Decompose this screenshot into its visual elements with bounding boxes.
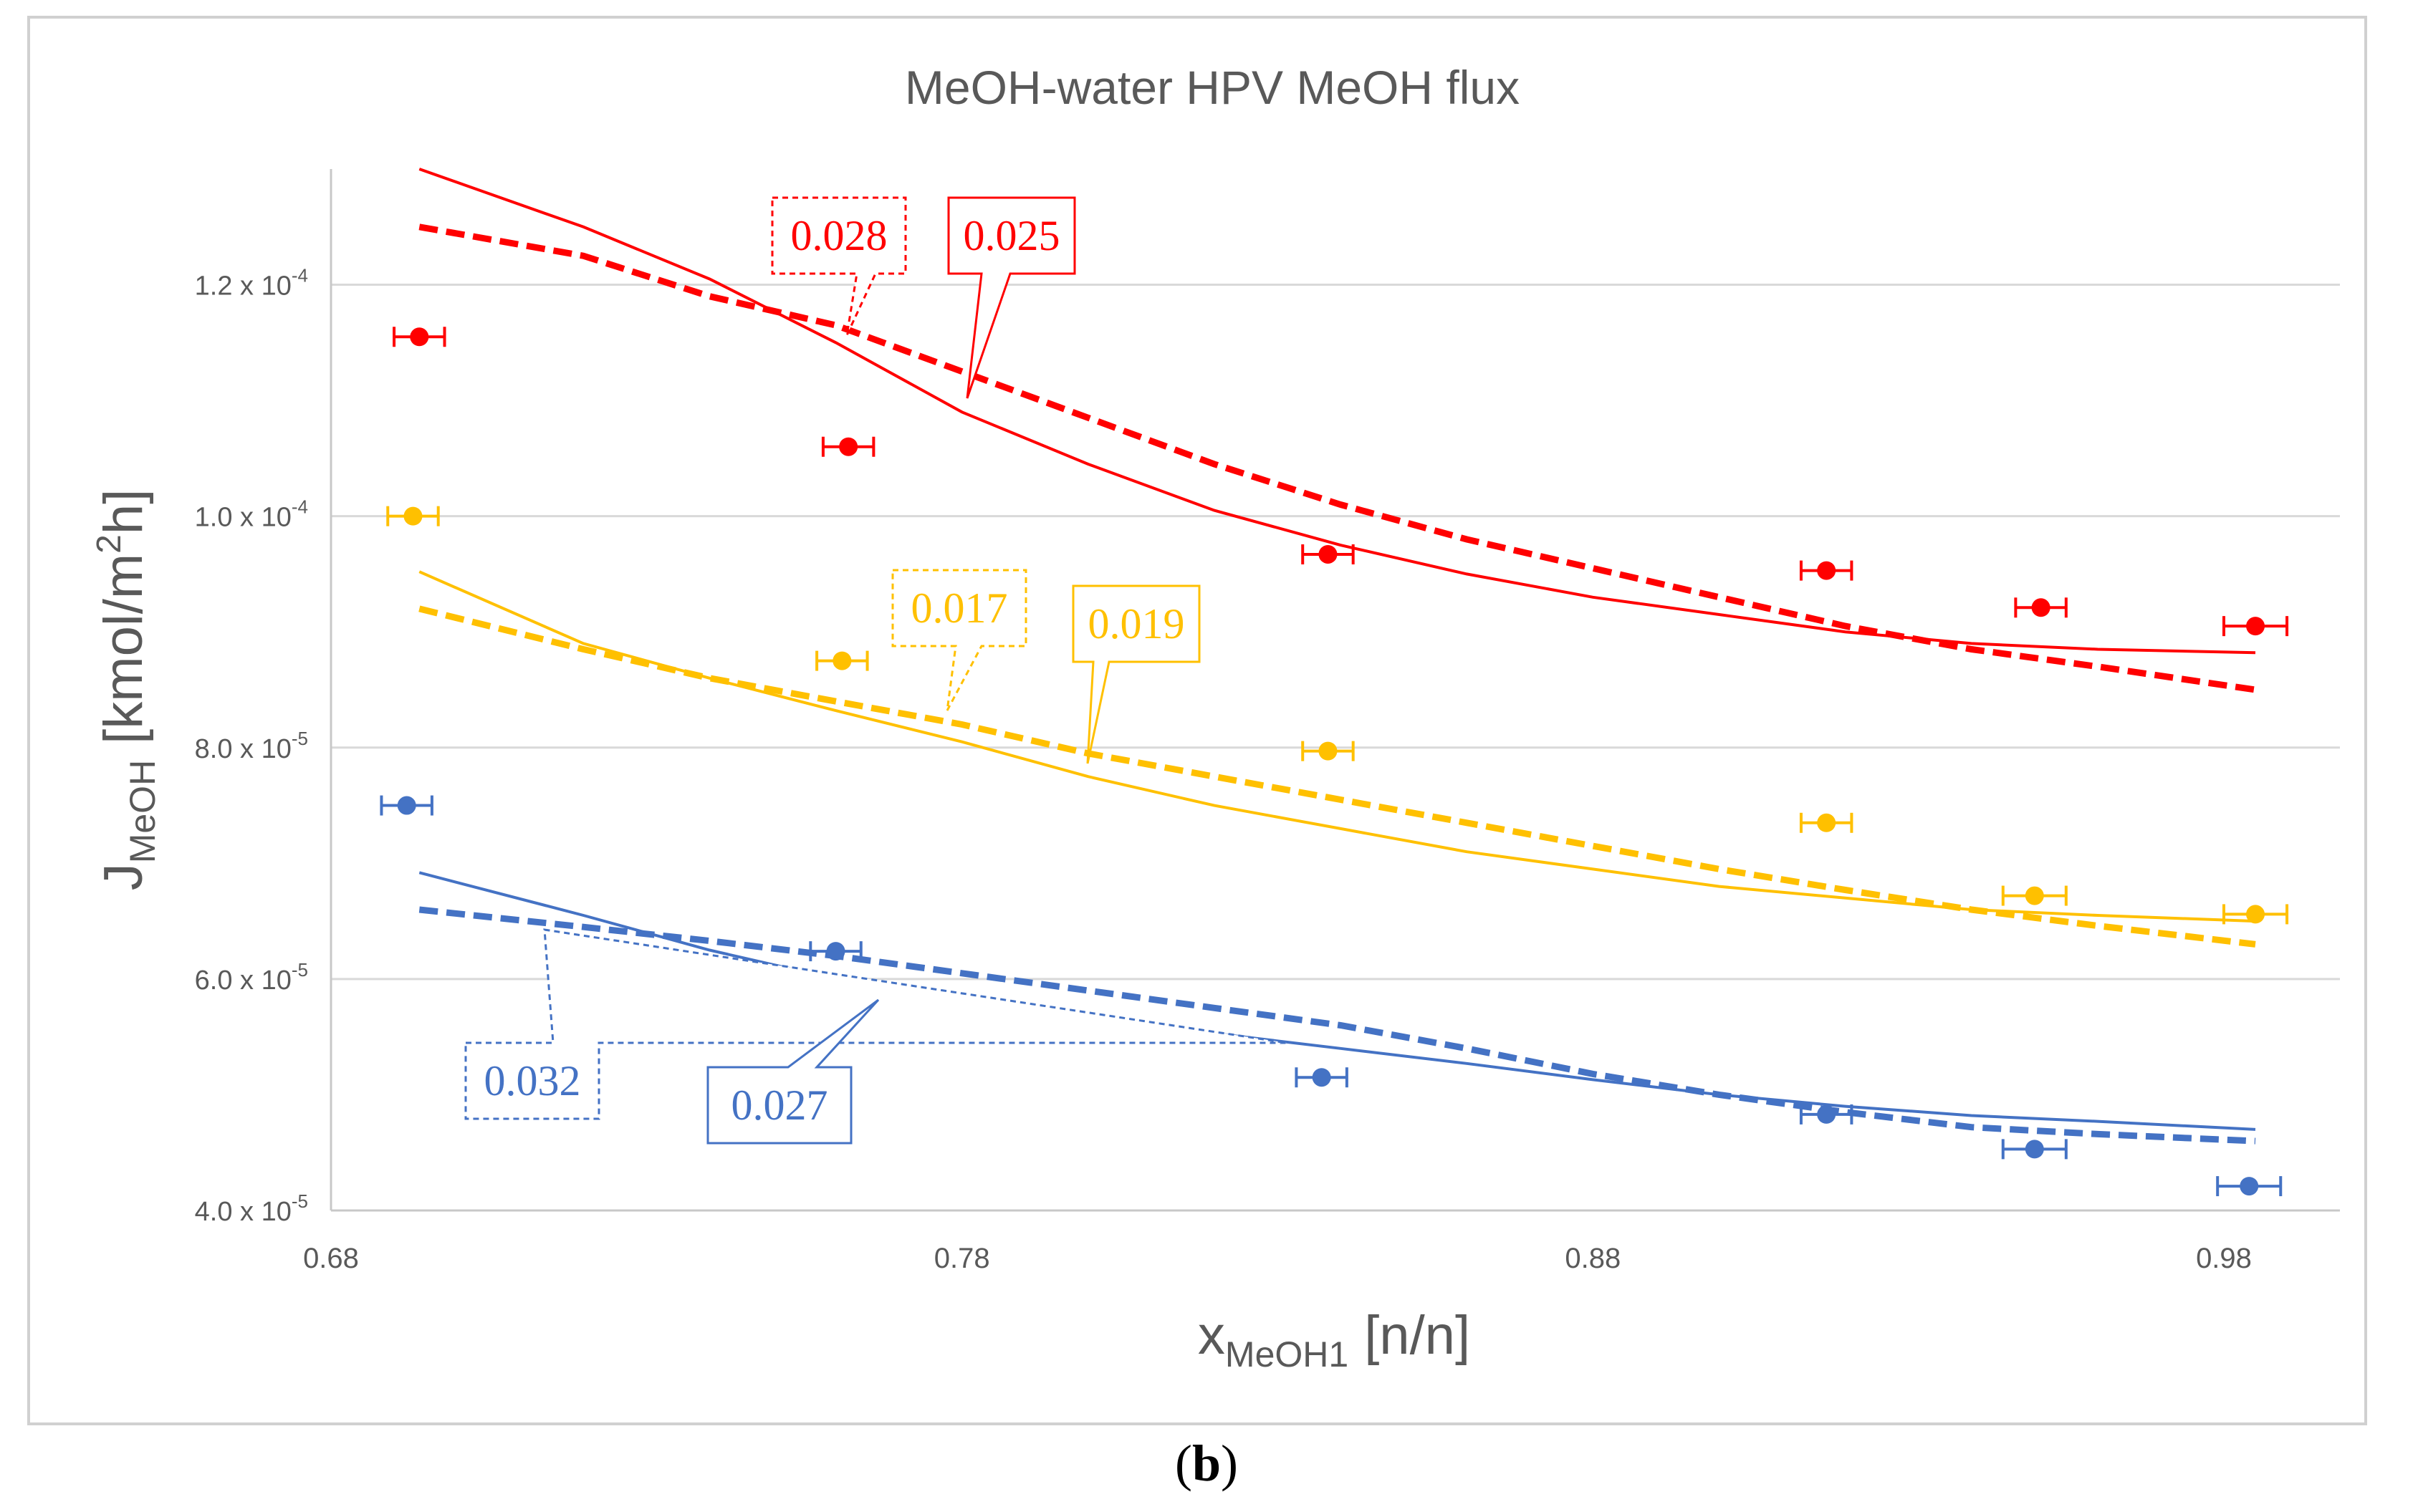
y-tick-label: 1.0 x 10-4 [195,496,308,533]
callout-label: 0.027 [731,1082,828,1129]
data-point [1318,544,1338,564]
y-axis-label-unit-sup: 2 [90,534,128,554]
fit-line-solid [418,168,2256,655]
fit-line-dashed [418,605,2256,948]
fit-line-dashed [418,223,2256,693]
callout-box [891,569,1027,711]
y-axis-label-unit-pre: [kmol/m [93,554,154,744]
x-axis-label-sub: MeOH1 [1225,1334,1348,1374]
y-tick-exponent: -4 [292,496,308,518]
data-point [2031,598,2050,617]
data-point [826,942,845,961]
y-tick-label: 6.0 x 10-5 [195,959,308,996]
y-tick-mantissa: 4.0 x 10 [195,1197,292,1227]
y-tick-exponent: -5 [292,959,308,981]
y-tick-labels: 4.0 x 10-56.0 x 10-58.0 x 10-51.0 x 10-4… [195,265,308,1227]
y-tick-mantissa: 6.0 x 10 [195,966,292,996]
x-axis-label-main: x [1198,1305,1225,1366]
callout-label: 0.032 [484,1057,581,1104]
x-tick-label: 0.68 [303,1243,359,1274]
callout-red-solid: 0.025 [947,196,1076,399]
callout-layer: 0.028 0.025 0.017 0.019 0.032 0.027 [464,196,1287,1145]
data-point [2025,1140,2044,1159]
callout-blue-dashed: 0.032 [464,928,1287,1120]
data-point [2240,1177,2259,1196]
callout-red-dashed: 0.028 [771,196,907,336]
caption-close: ) [1221,1435,1238,1492]
y-tick-label: 8.0 x 10-5 [195,728,308,764]
series-yellow [386,506,2289,948]
fit-line-solid [418,871,2256,1131]
data-point [397,796,416,815]
y-axis-label-sub: MeOH [123,760,163,863]
figure-caption: (b) [0,1434,2413,1493]
data-point [1312,1068,1331,1087]
x-tick-label: 0.88 [1565,1243,1621,1274]
series-red [393,168,2289,693]
callout-label: 0.017 [911,584,1008,632]
callout-box [706,998,880,1145]
series-blue [380,795,2283,1197]
series-layer [380,168,2289,1197]
y-tick-mantissa: 1.2 x 10 [195,271,292,302]
callout-blue-solid: 0.027 [706,998,880,1145]
callout-box [1072,584,1201,764]
data-point [403,506,423,526]
fit-line-dashed [418,906,2256,1145]
callout-box [947,196,1076,399]
data-point [833,651,852,670]
data-point [1318,741,1338,761]
x-axis-label-unit: [n/n] [1364,1305,1470,1366]
data-point [2246,905,2265,924]
data-point [2025,886,2044,905]
grid-lines [331,284,2340,981]
y-tick-mantissa: 8.0 x 10 [195,734,292,764]
data-point [1817,561,1836,580]
y-tick-mantissa: 1.0 x 10 [195,503,292,533]
y-axis-label-main: J [93,863,154,890]
chart-title: MeOH-water HPV MeOH flux [905,61,1520,114]
data-point [839,437,858,456]
y-tick-exponent: -5 [292,728,308,749]
fit-line-solid [418,570,2256,923]
callout-label: 0.019 [1088,600,1185,647]
callout-box [771,196,907,336]
callout-yellow-dashed: 0.017 [891,569,1027,711]
caption-letter: b [1191,1435,1222,1492]
x-tick-label: 0.98 [2196,1243,2252,1274]
caption-open: ( [1174,1435,1192,1492]
x-tick-labels: 0.68 0.78 0.88 0.98 [303,1243,2252,1274]
data-point [2246,617,2265,636]
y-axis-label: JMeOH [kmol/m2h] [90,489,163,891]
data-point [1817,1104,1836,1124]
y-axis-label-unit-post: h] [93,489,154,534]
x-axis-label: xMeOH1 [n/n] [1198,1305,1470,1374]
callout-box [464,928,1287,1120]
callout-label: 0.028 [791,212,888,259]
data-point [410,327,429,347]
chart-frame [27,16,2367,1425]
y-tick-label: 4.0 x 10-5 [195,1190,308,1227]
y-tick-label: 1.2 x 10-4 [195,265,308,302]
y-tick-exponent: -5 [292,1190,308,1212]
callout-label: 0.025 [964,212,1060,259]
x-tick-label: 0.78 [934,1243,990,1274]
data-point [1817,813,1836,832]
callout-yellow-solid: 0.019 [1072,584,1201,764]
y-tick-exponent: -4 [292,265,308,286]
